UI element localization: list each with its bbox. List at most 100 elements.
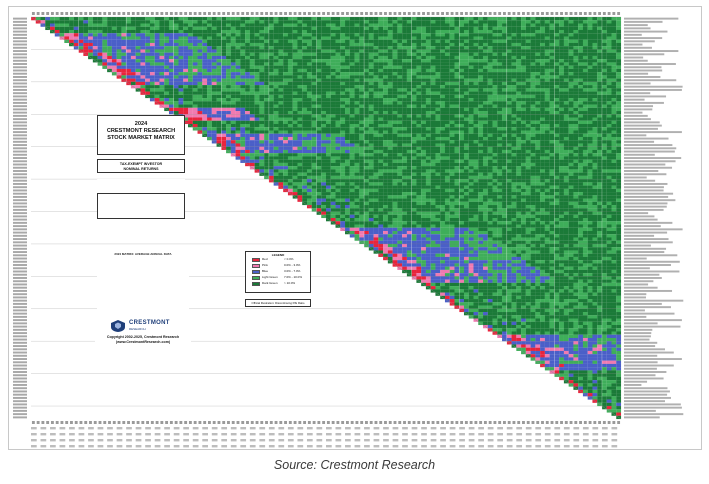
matrix-cell: [592, 26, 598, 31]
matrix-cell: [311, 101, 317, 105]
matrix-cell: [459, 117, 465, 121]
matrix-cell: [525, 156, 531, 160]
matrix-cell: [321, 136, 327, 141]
matrix-cell: [468, 127, 474, 131]
matrix-cell: [345, 59, 350, 63]
matrix-cell: [226, 143, 231, 147]
matrix-cell: [435, 172, 441, 176]
matrix-cell: [368, 127, 374, 131]
matrix-cell: [587, 169, 593, 173]
matrix-cell: [449, 153, 455, 157]
matrix-cell: [292, 133, 298, 137]
matrix-cell: [340, 172, 346, 176]
matrix-cell: [173, 29, 179, 34]
matrix-cell: [154, 26, 160, 31]
matrix-cell: [226, 26, 231, 31]
matrix-cell: [421, 55, 426, 60]
matrix-cell: [326, 46, 331, 50]
matrix-cell: [473, 65, 479, 69]
matrix-cell: [544, 75, 550, 79]
matrix-cell: [354, 39, 360, 43]
matrix-cell: [173, 20, 179, 24]
matrix-cell: [54, 29, 60, 34]
matrix-cell: [364, 72, 369, 76]
matrix-cell: [168, 65, 174, 69]
matrix-cell: [468, 46, 474, 50]
matrix-cell: [164, 55, 170, 60]
matrix-cell: [573, 169, 579, 173]
matrix-cell: [292, 33, 298, 37]
matrix-cell: [92, 49, 98, 53]
matrix-cell: [216, 33, 222, 37]
matrix-cell: [578, 59, 583, 63]
matrix-cell: [359, 23, 365, 27]
matrix-cell: [240, 156, 246, 160]
matrix-cell: [449, 46, 455, 50]
matrix-cell: [587, 29, 593, 34]
matrix-cell: [349, 166, 355, 170]
matrix-cell: [321, 62, 327, 66]
matrix-cell: [173, 68, 179, 73]
matrix-cell: [126, 65, 131, 69]
matrix-cell: [549, 169, 555, 173]
matrix-cell: [168, 104, 174, 108]
matrix-cell: [478, 107, 484, 112]
matrix-cell: [245, 68, 250, 73]
matrix-cell: [402, 111, 407, 115]
matrix-cell: [264, 65, 269, 69]
matrix-cell: [502, 52, 507, 56]
matrix-cell: [145, 52, 150, 56]
matrix-cell: [321, 78, 327, 82]
matrix-cell: [392, 52, 398, 56]
matrix-cell: [478, 101, 484, 105]
matrix-cell: [273, 36, 279, 40]
matrix-cell: [316, 133, 322, 137]
matrix-cell: [497, 17, 503, 21]
matrix-cell: [440, 55, 445, 60]
matrix-cell: [430, 149, 436, 154]
matrix-cell: [330, 172, 336, 176]
matrix-cell: [254, 78, 260, 82]
matrix-cell: [164, 23, 170, 27]
matrix-cell: [316, 130, 322, 134]
matrix-cell: [335, 36, 341, 40]
matrix-cell: [435, 146, 441, 150]
matrix-cell: [492, 91, 498, 95]
matrix-cell: [202, 130, 208, 134]
matrix-cell: [416, 62, 422, 66]
matrix-cell: [606, 111, 612, 115]
matrix-cell: [97, 59, 103, 63]
matrix-cell: [582, 39, 588, 43]
matrix-cell: [468, 162, 474, 167]
matrix-cell: [168, 59, 174, 63]
matrix-cell: [440, 49, 445, 53]
matrix-cell: [283, 59, 288, 63]
matrix-cell: [302, 42, 308, 47]
matrix-cell: [616, 88, 622, 92]
matrix-cell: [463, 107, 469, 112]
matrix-cell: [207, 120, 212, 125]
matrix-cell: [278, 55, 284, 60]
matrix-cell: [411, 127, 417, 131]
matrix-cell: [444, 17, 450, 21]
matrix-cell: [349, 59, 355, 63]
matrix-cell: [173, 49, 179, 53]
matrix-cell: [573, 65, 579, 69]
matrix-cell: [540, 149, 545, 154]
matrix-cell: [525, 94, 531, 99]
matrix-cell: [164, 36, 170, 40]
matrix-cell: [397, 78, 403, 82]
matrix-cell: [459, 72, 465, 76]
matrix-cell: [563, 59, 569, 63]
matrix-cell: [530, 169, 536, 173]
matrix-cell: [606, 156, 612, 160]
matrix-cell: [178, 72, 184, 76]
matrix-cell: [402, 127, 407, 131]
matrix-cell: [521, 120, 526, 125]
matrix-cell: [497, 107, 503, 112]
matrix-cell: [597, 17, 603, 21]
matrix-cell: [283, 68, 288, 73]
matrix-cell: [273, 75, 279, 79]
matrix-cell: [559, 75, 564, 79]
matrix-cell: [354, 111, 360, 115]
